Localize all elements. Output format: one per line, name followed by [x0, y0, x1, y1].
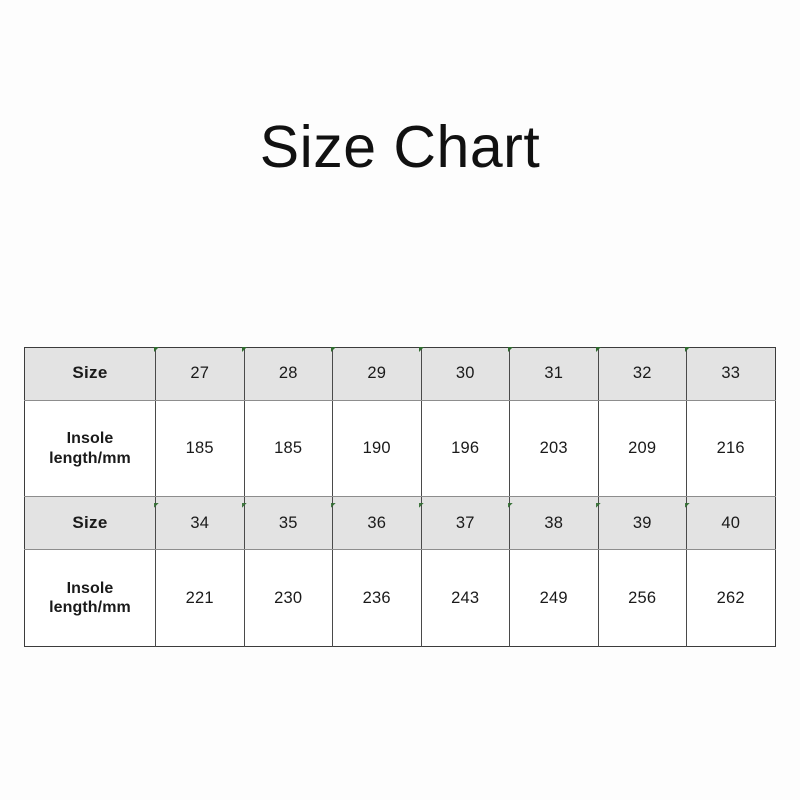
insole-length-cell: 230: [243, 549, 333, 647]
insole-length-cell: 236: [332, 549, 422, 647]
insole-label-line-1: Insole: [66, 579, 114, 597]
row-header-size: Size: [24, 496, 156, 551]
insole-length-cell: 221: [155, 549, 245, 647]
size-cell: 28: [243, 347, 333, 401]
size-cell: 29: [332, 347, 422, 401]
insole-length-cell: 203: [509, 399, 599, 498]
insole-length-cell: 190: [332, 399, 422, 498]
page-title: Size Chart: [259, 114, 541, 180]
size-cell: 27: [155, 347, 245, 401]
size-cell: 33: [686, 347, 775, 401]
size-cell: 31: [509, 347, 599, 401]
size-cell: 38: [509, 496, 599, 551]
size-cell: 36: [332, 496, 422, 551]
table-row: Size 27 28 29 30 31 32 33: [24, 347, 775, 401]
insole-label-line-2: length/mm: [49, 599, 131, 617]
row-header-size: Size: [24, 347, 156, 401]
insole-length-cell: 216: [686, 399, 775, 498]
size-cell: 37: [420, 496, 510, 551]
insole-length-cell: 209: [597, 399, 687, 498]
size-cell: 39: [597, 496, 687, 551]
size-cell: 30: [420, 347, 510, 401]
table-row: Insole length/mm 185 185 190 196 203 209…: [24, 399, 775, 498]
table-row: Size 34 35 36 37 38 39 40: [24, 496, 775, 551]
insole-length-cell: 243: [420, 549, 510, 647]
table-row: Insole length/mm 221 230 236 243 249 256…: [24, 549, 775, 647]
insole-length-cell: 196: [420, 399, 510, 498]
row-header-insole-length: Insole length/mm: [24, 399, 156, 498]
row-header-insole-length: Insole length/mm: [24, 549, 156, 647]
insole-length-cell: 249: [509, 549, 599, 647]
insole-length-cell: 185: [155, 399, 245, 498]
insole-label-line-1: Insole: [66, 430, 114, 448]
size-chart-table: Size 27 28 29 30 31 32 33 Insole length/…: [24, 347, 776, 647]
size-cell: 40: [686, 496, 775, 551]
size-cell: 32: [597, 347, 687, 401]
insole-length-cell: 262: [686, 549, 775, 647]
insole-length-cell: 185: [243, 399, 333, 498]
insole-length-cell: 256: [597, 549, 687, 647]
size-chart-table-container: Size 27 28 29 30 31 32 33 Insole length/…: [24, 347, 776, 647]
size-cell: 34: [155, 496, 245, 551]
insole-label-line-2: length/mm: [49, 449, 131, 467]
size-cell: 35: [243, 496, 333, 551]
